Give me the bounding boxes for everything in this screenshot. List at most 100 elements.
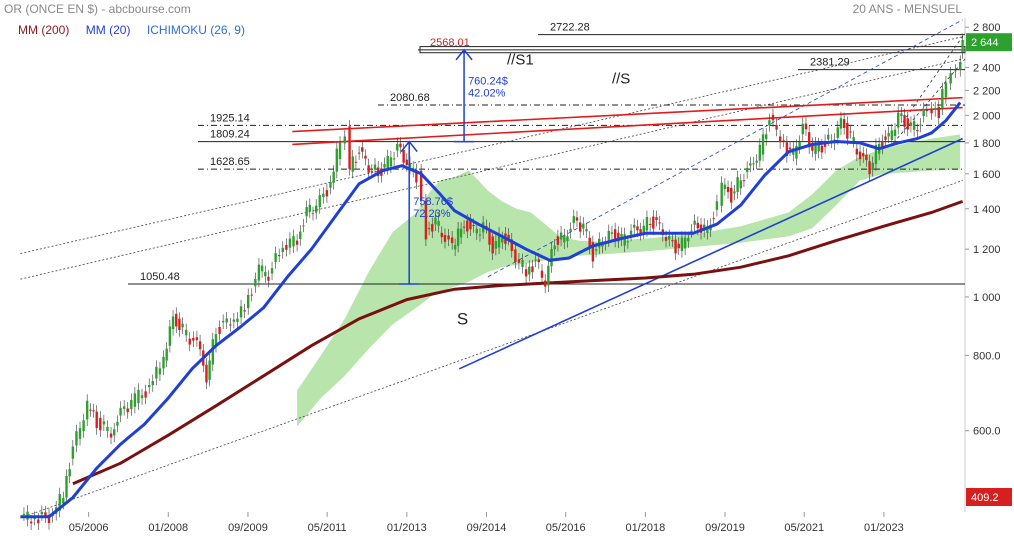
candle-body: [517, 259, 521, 263]
candle-body: [62, 498, 65, 503]
legend-ichimoku[interactable]: ICHIMOKU (26, 9): [146, 23, 245, 37]
candle-body: [488, 228, 491, 245]
candle-body: [534, 259, 537, 261]
candle-body: [218, 326, 221, 334]
wedge-upper: [902, 32, 966, 123]
candle-body: [260, 265, 264, 272]
level-label: 2381.29: [810, 57, 850, 69]
y-tick-label: 1 600: [973, 169, 1001, 181]
candle-body: [655, 217, 658, 220]
candle-body: [944, 82, 948, 98]
candle-body: [893, 129, 897, 136]
indicator-legend: MM (200) MM (20) ICHIMOKU (26, 9): [18, 21, 257, 39]
candle-body: [188, 338, 191, 345]
candle-body: [302, 225, 305, 227]
move-arrow-1-head: [455, 48, 473, 61]
candle-body: [243, 310, 246, 312]
candle-body: [208, 360, 211, 380]
candle-body: [652, 216, 655, 229]
candle-body: [690, 230, 693, 232]
candle-body: [849, 131, 852, 133]
candle-body: [636, 226, 639, 231]
candle-body: [758, 144, 762, 161]
candle-body: [712, 218, 715, 220]
candle-body: [221, 320, 225, 323]
ma200-line: [72, 199, 964, 486]
candle-body: [415, 170, 418, 183]
move-arrow-2-head: [400, 140, 418, 153]
candle-body: [299, 231, 302, 240]
candle-body: [318, 195, 321, 208]
candle-body: [696, 222, 700, 229]
candle-body: [648, 223, 652, 226]
candle-body: [322, 193, 325, 198]
candle-body: [419, 170, 423, 201]
candle-body: [158, 368, 162, 375]
candle-body: [75, 431, 78, 446]
candle-body: [613, 229, 617, 241]
candle-body: [868, 161, 871, 175]
label-s: //S: [612, 70, 630, 87]
candle-body: [373, 164, 377, 170]
candle-body: [961, 39, 964, 53]
candle-body: [78, 428, 82, 439]
candle-body: [399, 143, 402, 148]
candle-body: [941, 89, 944, 109]
candle-body: [629, 230, 633, 235]
candle-body: [559, 232, 563, 240]
move-2-value: 758.76$: [413, 196, 453, 208]
candle-body: [585, 229, 588, 232]
x-tick-label: 05/2011: [308, 522, 347, 534]
candle-body: [367, 165, 370, 173]
candle-body: [954, 70, 957, 72]
candle-body: [617, 232, 620, 242]
candle-body: [887, 132, 890, 137]
candle-body: [521, 259, 524, 267]
candle-body: [292, 236, 295, 247]
candle-body: [839, 118, 843, 129]
y-tick-label: 1 400: [973, 204, 1001, 216]
y-axis-panel: [965, 0, 1014, 538]
candle-body: [501, 238, 504, 243]
candle-body: [65, 476, 68, 498]
candle-body: [563, 235, 566, 243]
candle-body: [569, 228, 572, 232]
candle-body: [706, 226, 709, 233]
candle-body: [778, 136, 782, 143]
candle-body: [314, 205, 318, 213]
candle-body: [623, 234, 626, 246]
candle-body: [162, 356, 165, 369]
candle-body: [755, 160, 758, 163]
candle-body: [168, 326, 172, 346]
candle-body: [550, 249, 553, 267]
candle-body: [782, 140, 785, 142]
candle-body: [478, 234, 482, 236]
candle-body: [281, 247, 284, 253]
candle-body: [578, 222, 582, 232]
candle-body: [723, 184, 727, 190]
candle-body: [106, 426, 109, 431]
candle-body: [354, 161, 358, 163]
legend-ma20[interactable]: MM (20): [85, 23, 131, 37]
candle-body: [427, 228, 431, 230]
candle-body: [607, 230, 610, 241]
candle-body: [44, 512, 47, 517]
candle-body: [645, 217, 649, 231]
candle-body: [537, 259, 541, 263]
candle-body: [807, 132, 811, 148]
candle-body: [308, 204, 312, 212]
sma-value-label: 409.2: [971, 492, 999, 504]
y-tick-label: 2 000: [973, 110, 1001, 122]
candle-body: [453, 245, 457, 250]
candle-body: [658, 222, 661, 224]
candle-body: [733, 191, 736, 194]
candle-body: [392, 158, 396, 160]
legend-ma200[interactable]: MM (200): [18, 23, 70, 37]
candle-body: [58, 494, 61, 511]
candle-body: [846, 122, 849, 139]
candle-body: [588, 237, 591, 248]
candle-body: [408, 162, 412, 168]
candle-body: [959, 61, 962, 70]
candle-body: [351, 156, 354, 172]
